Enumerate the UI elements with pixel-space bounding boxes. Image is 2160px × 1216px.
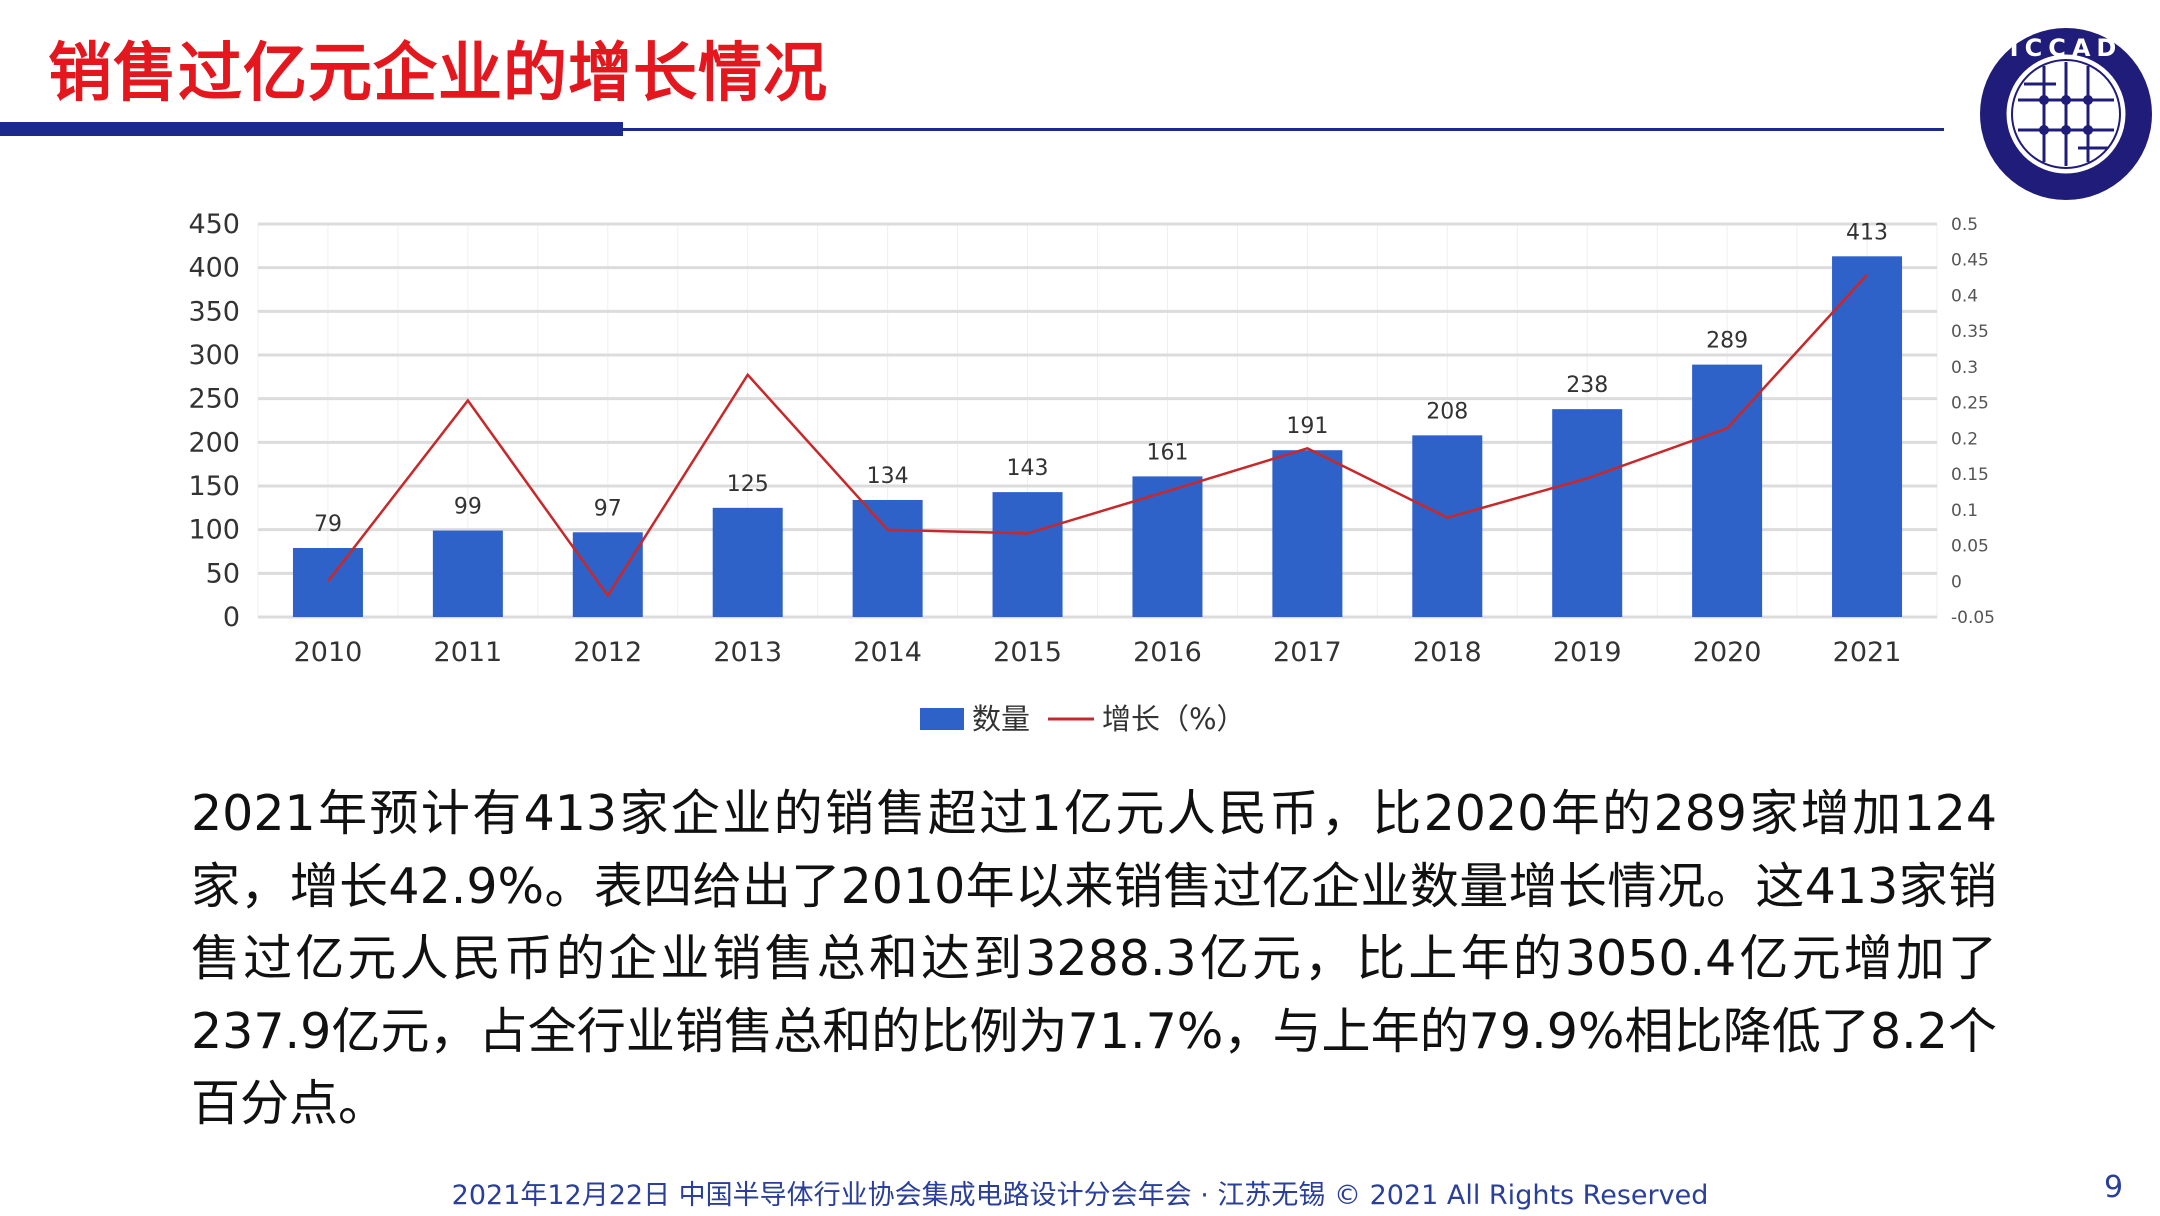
x-tick-label: 2019 — [1553, 637, 1622, 668]
bar — [572, 532, 643, 617]
growth-line — [326, 273, 1868, 598]
x-tick-label: 2020 — [1693, 637, 1762, 668]
y2-tick-label: 0.35 — [1951, 322, 1989, 342]
bar — [1832, 256, 1903, 617]
x-tick-label: 2015 — [993, 637, 1062, 668]
bar — [432, 530, 503, 617]
y-tick-label: 150 — [188, 471, 240, 502]
y-tick-label: 400 — [188, 253, 240, 284]
y2-tick-label: 0.4 — [1951, 286, 1978, 306]
title-divider-thin — [600, 128, 1944, 131]
y-tick-label: 50 — [206, 558, 240, 589]
bar — [1272, 450, 1343, 617]
bar — [1412, 435, 1483, 617]
y-tick-label: 450 — [188, 209, 240, 240]
y2-tick-label: 0.2 — [1951, 429, 1978, 449]
x-tick-label: 2021 — [1833, 637, 1902, 668]
title-divider-thick — [0, 122, 623, 136]
data-label: 238 — [1566, 373, 1608, 398]
y2-tick-label: 0.05 — [1951, 537, 1989, 557]
y-tick-label: 0 — [223, 602, 240, 633]
data-label: 125 — [727, 472, 769, 497]
data-label: 161 — [1146, 440, 1188, 465]
bar — [992, 492, 1063, 617]
data-label: 79 — [314, 512, 342, 537]
y2-tick-label: 0.1 — [1951, 501, 1978, 521]
legend-label-line: 增长（%） — [1102, 702, 1246, 736]
data-label: 143 — [1007, 456, 1049, 481]
data-label: 191 — [1286, 414, 1328, 439]
data-label: 99 — [454, 495, 482, 520]
svg-text:ICCAD: ICCAD — [2010, 34, 2123, 62]
body-paragraph: 2021年预计有413家企业的销售超过1亿元人民币，比2020年的289家增加1… — [191, 785, 1997, 1132]
x-tick-label: 2012 — [573, 637, 642, 668]
legend-swatch-bar — [920, 708, 964, 730]
bar — [1552, 409, 1623, 617]
y2-tick-label: -0.05 — [1951, 608, 1995, 628]
y-tick-label: 300 — [188, 340, 240, 371]
y-tick-label: 250 — [188, 384, 240, 415]
y2-tick-label: 0 — [1951, 572, 1962, 592]
x-tick-label: 2014 — [853, 637, 922, 668]
chart: 0 50 100 150 200 250 300 350 400 450 -0.05 0 0.05 0.1… — [188, 209, 1995, 736]
iccad-logo: ICCAD — [1980, 28, 2152, 200]
x-tick-label: 2018 — [1413, 637, 1482, 668]
legend-label-bar: 数量 — [972, 702, 1030, 736]
slide-title: 销售过亿元企业的增长情况 — [48, 37, 828, 111]
y2-tick-label: 0.5 — [1951, 215, 1978, 235]
data-label: 289 — [1706, 329, 1748, 354]
y2-tick-label: 0.25 — [1951, 394, 1989, 414]
page-number: 9 — [2104, 1170, 2124, 1205]
bar — [852, 499, 923, 617]
data-label: 413 — [1846, 220, 1888, 245]
bar — [1132, 476, 1203, 617]
data-label: 97 — [594, 496, 622, 521]
x-tick-label: 2016 — [1133, 637, 1202, 668]
y-tick-label: 200 — [188, 427, 240, 458]
footer: 2021年12月22日 中国半导体行业协会集成电路设计分会年会 · 江苏无锡 ©… — [451, 1180, 1709, 1211]
y2-tick-label: 0.45 — [1951, 251, 1989, 271]
x-tick-label: 2011 — [434, 637, 503, 668]
data-label: 208 — [1426, 399, 1468, 424]
y-tick-label: 350 — [188, 296, 240, 327]
y2-tick-label: 0.3 — [1951, 358, 1978, 378]
x-tick-label: 2013 — [713, 637, 782, 668]
y-tick-label: 100 — [188, 515, 240, 546]
data-label: 134 — [867, 464, 909, 489]
bar — [1692, 364, 1763, 617]
bar — [712, 507, 783, 617]
x-tick-label: 2010 — [294, 637, 363, 668]
y2-tick-label: 0.15 — [1951, 465, 1989, 485]
bar — [292, 548, 363, 617]
x-tick-label: 2017 — [1273, 637, 1342, 668]
